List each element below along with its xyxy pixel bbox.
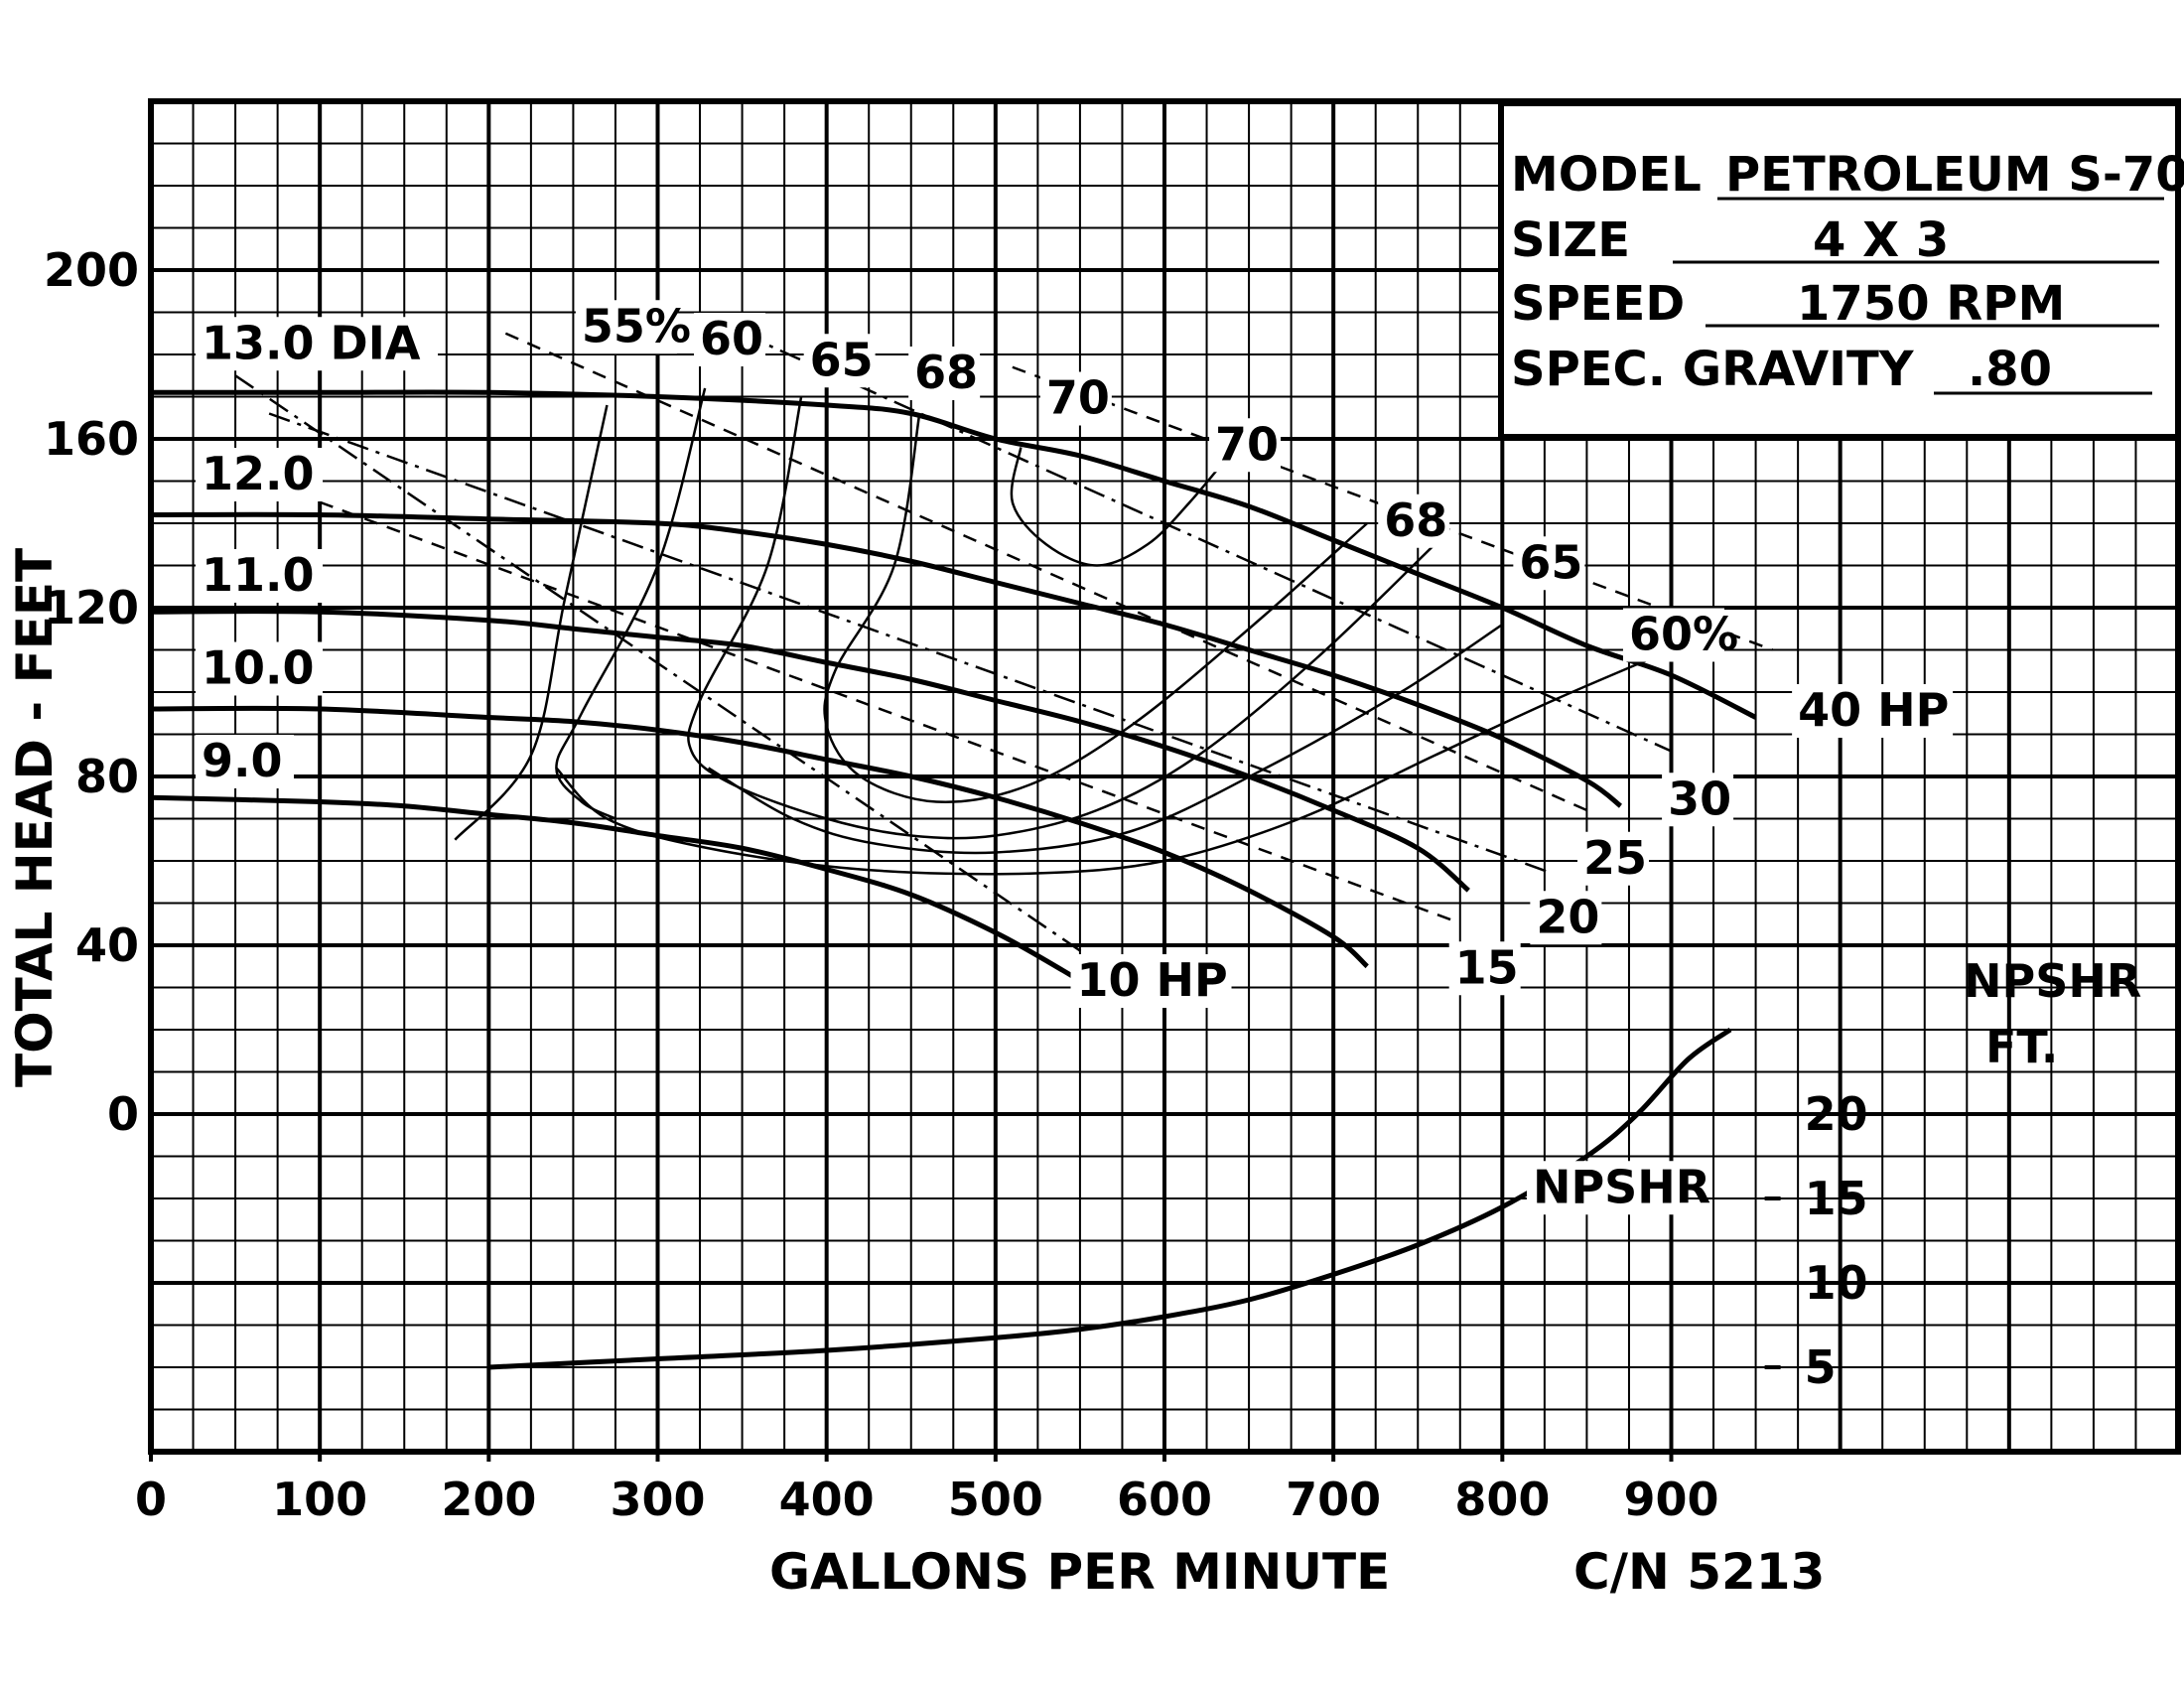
npshr-tick-label: 20 (1805, 1087, 1868, 1141)
x-tick-label: 300 (610, 1473, 705, 1526)
y-tick-label: 120 (44, 581, 139, 634)
head-curve (150, 511, 1623, 808)
hp-label: 25 (1583, 831, 1647, 885)
chart-labels: 0 100 200 300 400 500 600 700 800 900 0 40 80 120 160 2… (44, 243, 1954, 1526)
x-tick-label: 500 (948, 1473, 1043, 1526)
gravity-label: SPEC. GRAVITY (1511, 342, 1915, 397)
efficiency-label-bg (1622, 608, 1724, 662)
efficiency-label: 70 (1215, 417, 1279, 471)
hp-line (234, 374, 1098, 964)
info-box-background (1498, 100, 2181, 440)
info-box: MODEL PETROLEUM S-700 SIZE 4 X 3 SPEED 1… (1498, 100, 2184, 440)
size-value: 4 X 3 (1813, 212, 1949, 268)
npshr-axis-title: NPSHR (1964, 954, 2141, 1008)
head-curve (150, 609, 1470, 893)
npshr-label-bg (1526, 1161, 1688, 1215)
npshr-curve-label: NPSHR (1533, 1160, 1710, 1213)
efficiency-label: 60% (1629, 608, 1738, 661)
model-value: PETROLEUM S-700 (1725, 147, 2184, 203)
x-tick-label: 200 (441, 1473, 536, 1526)
efficiency-label-bg (1209, 418, 1282, 473)
head-curve-label-bg (196, 448, 324, 501)
efficiency-contour (454, 404, 609, 841)
horsepower-lines (234, 332, 1774, 964)
y-tick-label: 40 (75, 918, 139, 972)
gravity-value: .80 (1968, 342, 2052, 397)
npshr-tick-label: 5 (1805, 1340, 1837, 1394)
head-curve (150, 389, 1757, 720)
catalog-number: C/N 5213 (1573, 1543, 1825, 1601)
hp-label-bg (1577, 831, 1650, 886)
speed-label: SPEED (1511, 276, 1685, 332)
head-curve-label: 9.0 (202, 734, 282, 787)
head-curve (150, 705, 1369, 969)
efficiency-label: 68 (914, 346, 978, 399)
efficiency-contour (555, 648, 1672, 876)
x-tick-label: 900 (1623, 1473, 1718, 1526)
npshr-tick-label: 10 (1805, 1256, 1868, 1310)
x-tick-label: 100 (272, 1473, 367, 1526)
efficiency-label-bg (1039, 371, 1112, 426)
head-curve-label-bg (196, 641, 324, 696)
hp-line (742, 332, 1673, 753)
x-tick-label: 700 (1286, 1473, 1381, 1526)
size-label: SIZE (1511, 212, 1630, 268)
hp-label-bg (1662, 773, 1734, 827)
hp-label-bg (1792, 684, 1954, 738)
head-curve-label: 12.0 (202, 447, 314, 500)
npshr-curve (488, 1027, 1732, 1370)
hp-label-bg (1448, 941, 1521, 996)
hp-label-bg (1530, 891, 1602, 945)
efficiency-label: 68 (1384, 493, 1447, 547)
head-curve-label-bg (196, 549, 324, 603)
hp-line (268, 412, 1554, 875)
efficiency-label-bg (1513, 536, 1585, 591)
efficiency-label: 70 (1046, 371, 1110, 425)
head-curve-label: 13.0 DIA (202, 316, 421, 369)
head-curve-label: 11.0 (202, 548, 314, 602)
hp-label: 10 HP (1077, 953, 1228, 1007)
hp-label: 20 (1536, 890, 1599, 943)
npshr-tick-label: 15 (1805, 1172, 1868, 1225)
efficiency-contour (1010, 447, 1234, 567)
hp-label: 15 (1455, 940, 1519, 994)
model-label: MODEL (1511, 147, 1702, 203)
head-curve-label-bg (196, 317, 439, 371)
x-tick-label: 800 (1454, 1473, 1550, 1526)
hp-label: 30 (1668, 772, 1731, 825)
y-tick-label: 80 (75, 750, 139, 803)
efficiency-label: 60 (700, 312, 763, 365)
efficiency-contour (823, 413, 1369, 803)
npshr-curve-group (488, 1027, 1732, 1370)
y-axis-title: TOTAL HEAD - FEET (6, 548, 64, 1087)
head-curve-label-bg (196, 735, 295, 788)
efficiency-label: 65 (810, 333, 874, 386)
efficiency-label-bg (575, 300, 677, 354)
hp-line (504, 332, 1587, 812)
efficiency-label: 65 (1519, 535, 1582, 589)
x-tick-label: 400 (779, 1473, 875, 1526)
y-tick-label: 200 (44, 243, 139, 297)
speed-value: 1750 RPM (1797, 276, 2065, 332)
y-tick-label: 0 (107, 1087, 139, 1141)
head-curve-label: 10.0 (202, 641, 314, 695)
efficiency-label-bg (908, 347, 981, 400)
hp-label: 40 HP (1798, 683, 1949, 737)
hp-line (319, 500, 1452, 921)
efficiency-label-bg (803, 334, 876, 388)
x-axis-title: GALLONS PER MINUTE (769, 1543, 1390, 1601)
head-curve (150, 794, 1099, 994)
efficiency-label-bg (694, 313, 766, 366)
x-tick-label: 0 (135, 1473, 167, 1526)
efficiency-contours (454, 387, 1672, 876)
npshr-axis-unit: FT. (1985, 1020, 2058, 1073)
y-tick-label: 160 (44, 412, 139, 466)
head-curves (150, 389, 1757, 994)
efficiency-label: 55% (582, 299, 691, 352)
x-tick-label: 600 (1117, 1473, 1212, 1526)
efficiency-label-bg (1378, 493, 1450, 548)
hp-label-bg (1070, 954, 1232, 1008)
efficiency-contour (555, 387, 707, 820)
